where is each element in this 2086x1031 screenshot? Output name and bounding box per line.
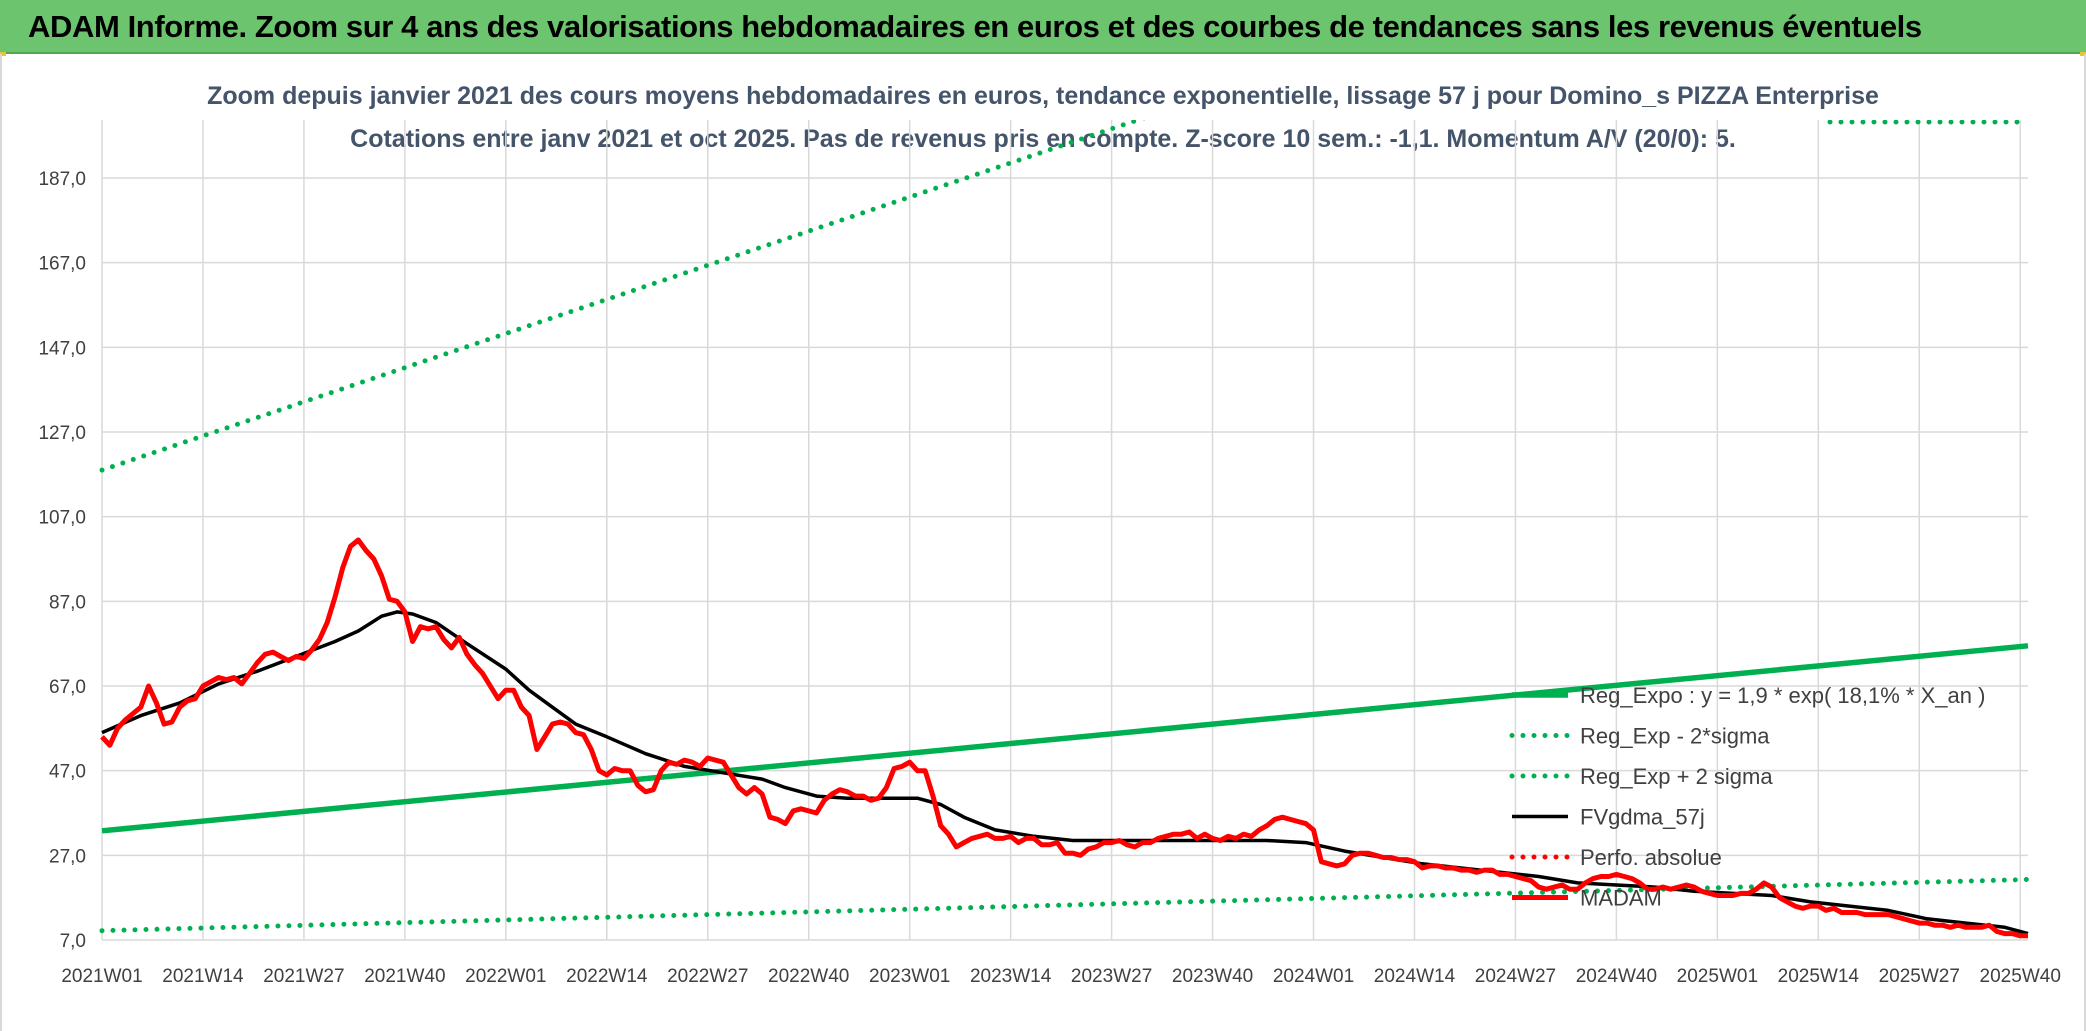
x-tick-label: 2025W40 — [1980, 966, 2061, 987]
report-title: ADAM Informe. Zoom sur 4 ans des valoris… — [28, 9, 1922, 44]
x-tick-label: 2024W40 — [1576, 966, 1657, 987]
legend-label: FVgdma_57j — [1580, 805, 1705, 830]
series-line-1 — [99, 877, 2031, 934]
report-banner: ADAM Informe. Zoom sur 4 ans des valoris… — [0, 0, 2086, 54]
series-line-0 — [101, 643, 2029, 834]
x-tick-label: 2023W01 — [869, 966, 950, 987]
chart-grid — [101, 120, 2028, 941]
legend-label: Reg_Expo : y = 1,9 * exp( 18,1% * X_an ) — [1580, 683, 1985, 708]
x-tick-label: 2025W14 — [1778, 966, 1860, 987]
series-line-2 — [99, 120, 1146, 473]
y-tick-label: 147,0 — [38, 338, 86, 359]
corner-mark-right — [2080, 52, 2086, 56]
x-tick-label: 2021W40 — [364, 966, 445, 987]
y-tick-label: 127,0 — [38, 423, 86, 444]
plot-area — [99, 120, 2031, 939]
legend-label: MADAM — [1580, 886, 1662, 911]
x-tick-label: 2022W14 — [566, 966, 648, 987]
legend-label: Reg_Exp + 2 sigma — [1580, 764, 1773, 789]
y-tick-label: 167,0 — [38, 254, 86, 275]
x-tick-label: 2024W27 — [1475, 966, 1556, 987]
corner-mark-left — [0, 52, 6, 56]
y-tick-label: 27,0 — [49, 846, 86, 867]
legend-label: Perfo. absolue — [1580, 845, 1722, 870]
y-tick-label: 67,0 — [49, 677, 86, 698]
x-tick-label: 2024W14 — [1374, 966, 1456, 987]
chart-subtitle: Cotations entre janv 2021 et oct 2025. P… — [350, 125, 1736, 153]
chart-title: Zoom depuis janvier 2021 des cours moyen… — [207, 82, 1879, 110]
series-line-5 — [100, 537, 2028, 939]
y-axis-ticks: 7,0 27,0 47,0 67,0 87,0 107,0 127,0 147,0 167,0 1… — [38, 169, 86, 952]
series-line-3 — [101, 610, 2029, 936]
y-tick-label: 47,0 — [49, 762, 86, 783]
legend-label: Reg_Exp - 2*sigma — [1580, 724, 1770, 749]
x-tick-label: 2024W01 — [1273, 966, 1354, 987]
x-tick-label: 2023W14 — [970, 966, 1052, 987]
x-tick-label: 2023W40 — [1172, 966, 1253, 987]
x-axis-ticks: 2021W01 2021W14 2021W27 2021W40 2022W01 2022W… — [61, 966, 2061, 987]
x-tick-label: 2022W01 — [465, 966, 546, 987]
x-tick-label: 2025W01 — [1677, 966, 1758, 987]
y-tick-label: 107,0 — [38, 508, 86, 529]
legend: Reg_Expo : y = 1,9 * exp( 18,1% * X_an )… — [1509, 683, 1985, 911]
x-tick-label: 2021W14 — [162, 966, 244, 987]
x-tick-label: 2021W27 — [263, 966, 344, 987]
y-tick-label: 87,0 — [49, 592, 86, 613]
x-tick-label: 2022W40 — [768, 966, 849, 987]
x-tick-label: 2022W27 — [667, 966, 748, 987]
x-tick-label: 2021W01 — [61, 966, 142, 987]
x-tick-label: 2025W27 — [1879, 966, 1960, 987]
x-tick-label: 2023W27 — [1071, 966, 1152, 987]
y-tick-label: 187,0 — [38, 169, 86, 190]
y-tick-label: 7,0 — [60, 931, 86, 952]
chart-frame — [0, 54, 2086, 1031]
